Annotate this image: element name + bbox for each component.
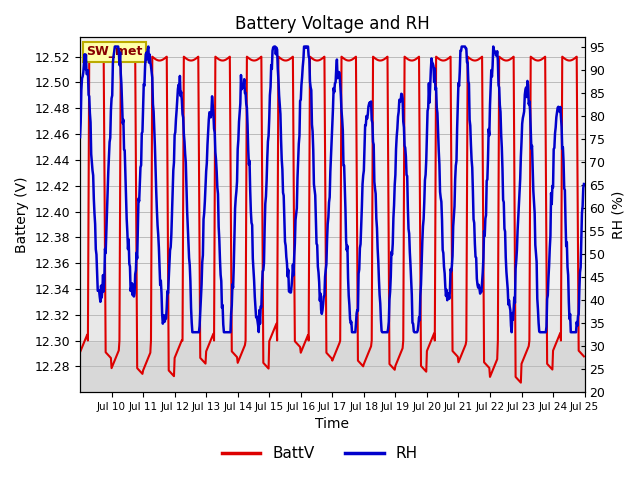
- Bar: [80, 289, 584, 340]
- Y-axis label: Battery (V): Battery (V): [15, 177, 29, 253]
- Y-axis label: RH (%): RH (%): [611, 191, 625, 239]
- Title: Battery Voltage and RH: Battery Voltage and RH: [235, 15, 429, 33]
- X-axis label: Time: Time: [316, 418, 349, 432]
- Legend: BattV, RH: BattV, RH: [216, 440, 424, 468]
- Bar: [80, 340, 584, 392]
- Text: SW_met: SW_met: [86, 46, 143, 59]
